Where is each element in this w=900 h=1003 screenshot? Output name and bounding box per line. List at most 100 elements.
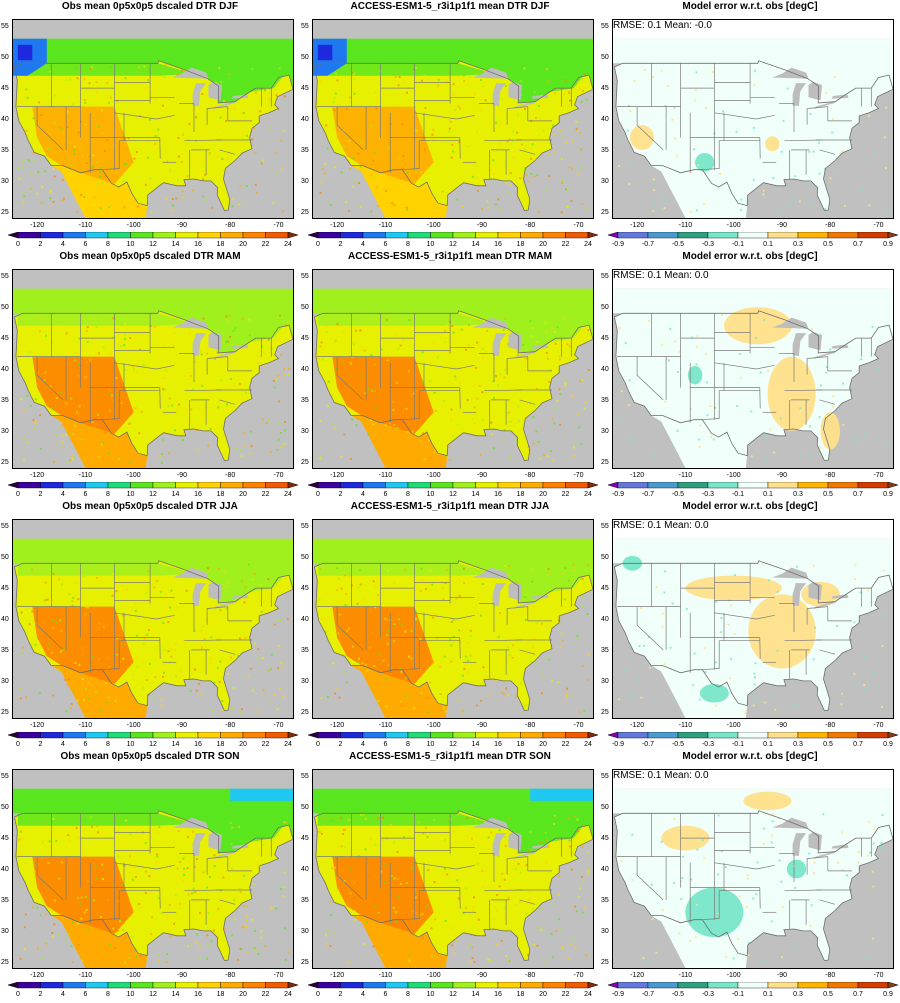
colorbar-label: 22 bbox=[562, 991, 570, 998]
data-speck bbox=[357, 587, 359, 589]
data-speck bbox=[148, 828, 150, 830]
data-speck bbox=[362, 863, 364, 865]
data-speck bbox=[210, 636, 212, 638]
data-speck bbox=[368, 388, 370, 390]
data-speck bbox=[39, 692, 41, 694]
data-speck bbox=[692, 684, 694, 686]
colorbar-swatch bbox=[153, 732, 176, 738]
data-speck bbox=[261, 930, 263, 932]
data-speck bbox=[818, 142, 820, 144]
data-speck bbox=[135, 854, 137, 856]
latitude-tick-label: 40 bbox=[301, 616, 309, 623]
data-speck bbox=[362, 375, 364, 377]
data-speck bbox=[79, 147, 81, 149]
data-speck bbox=[108, 452, 110, 454]
data-speck bbox=[74, 867, 76, 869]
colorbar-swatch bbox=[566, 732, 589, 738]
data-speck bbox=[166, 953, 168, 955]
data-speck bbox=[227, 673, 229, 675]
data-speck bbox=[57, 321, 59, 323]
data-speck bbox=[65, 434, 67, 436]
data-speck bbox=[256, 840, 258, 842]
data-speck bbox=[582, 90, 584, 92]
colorbar-label: 16 bbox=[194, 991, 202, 998]
latitude-tick-label: 25 bbox=[301, 459, 309, 466]
data-speck bbox=[30, 335, 32, 337]
colorbar-swatch bbox=[131, 732, 154, 738]
data-speck bbox=[73, 691, 75, 693]
data-speck bbox=[48, 147, 50, 149]
data-speck bbox=[74, 662, 76, 664]
longitude-tick-label: -120 bbox=[330, 222, 344, 229]
data-speck bbox=[372, 423, 374, 425]
data-speck bbox=[841, 693, 843, 695]
data-speck bbox=[111, 399, 113, 401]
data-speck bbox=[257, 648, 259, 650]
data-speck bbox=[420, 171, 422, 173]
longitude-tick-label: -90 bbox=[177, 222, 187, 229]
data-speck bbox=[387, 570, 389, 572]
data-speck bbox=[842, 424, 844, 426]
data-speck bbox=[508, 897, 510, 899]
data-speck bbox=[697, 164, 699, 166]
data-speck bbox=[231, 843, 233, 845]
colorbar-label: 14 bbox=[172, 491, 180, 498]
map-canvas bbox=[613, 20, 893, 218]
colorbar-label: 0.1 bbox=[763, 491, 773, 498]
colorbar-label: -0.5 bbox=[672, 991, 684, 998]
data-speck bbox=[91, 348, 93, 350]
data-speck bbox=[220, 157, 222, 159]
data-speck bbox=[659, 207, 661, 209]
data-speck bbox=[442, 191, 444, 193]
data-speck bbox=[346, 630, 348, 632]
colorbar-swatch bbox=[41, 232, 64, 238]
longitude-tick-label: -110 bbox=[679, 722, 693, 729]
data-speck bbox=[883, 569, 885, 571]
data-speck bbox=[183, 868, 185, 870]
data-speck bbox=[196, 858, 198, 860]
data-speck bbox=[421, 913, 423, 915]
data-speck bbox=[148, 875, 150, 877]
map-canvas bbox=[313, 520, 593, 718]
data-speck bbox=[540, 842, 542, 844]
latitude-tick-label: 25 bbox=[1, 959, 9, 966]
data-speck bbox=[588, 868, 590, 870]
data-speck bbox=[497, 384, 499, 386]
data-speck bbox=[71, 703, 73, 705]
data-speck bbox=[197, 449, 199, 451]
colorbar-swatch bbox=[678, 732, 708, 738]
data-speck bbox=[540, 893, 542, 895]
data-speck bbox=[40, 114, 42, 116]
no-data-strip bbox=[13, 20, 293, 39]
data-speck bbox=[587, 613, 589, 615]
data-speck bbox=[463, 582, 465, 584]
colorbar-swatch bbox=[828, 482, 858, 488]
data-speck bbox=[490, 831, 492, 833]
colorbar-extend-high bbox=[288, 482, 298, 488]
data-speck bbox=[475, 922, 477, 924]
data-speck bbox=[746, 906, 748, 908]
data-speck bbox=[579, 711, 581, 713]
data-speck bbox=[782, 906, 784, 908]
data-speck bbox=[474, 406, 476, 408]
data-speck bbox=[161, 462, 163, 464]
colorbar-label: 18 bbox=[517, 241, 525, 248]
latitude-tick-label: 50 bbox=[1, 304, 9, 311]
latitude-tick-label: 50 bbox=[301, 54, 309, 61]
data-speck bbox=[504, 318, 506, 320]
data-speck bbox=[378, 912, 380, 914]
latitude-tick-label: 45 bbox=[1, 335, 9, 342]
data-speck bbox=[406, 209, 408, 211]
data-speck bbox=[65, 577, 67, 579]
data-speck bbox=[53, 168, 55, 170]
data-speck bbox=[575, 947, 577, 949]
data-speck bbox=[252, 690, 254, 692]
data-speck bbox=[461, 205, 463, 207]
data-speck bbox=[70, 707, 72, 709]
data-speck bbox=[56, 621, 58, 623]
data-speck bbox=[509, 184, 511, 186]
data-speck bbox=[450, 419, 452, 421]
data-speck bbox=[581, 78, 583, 80]
data-speck bbox=[397, 878, 399, 880]
data-speck bbox=[386, 129, 388, 131]
